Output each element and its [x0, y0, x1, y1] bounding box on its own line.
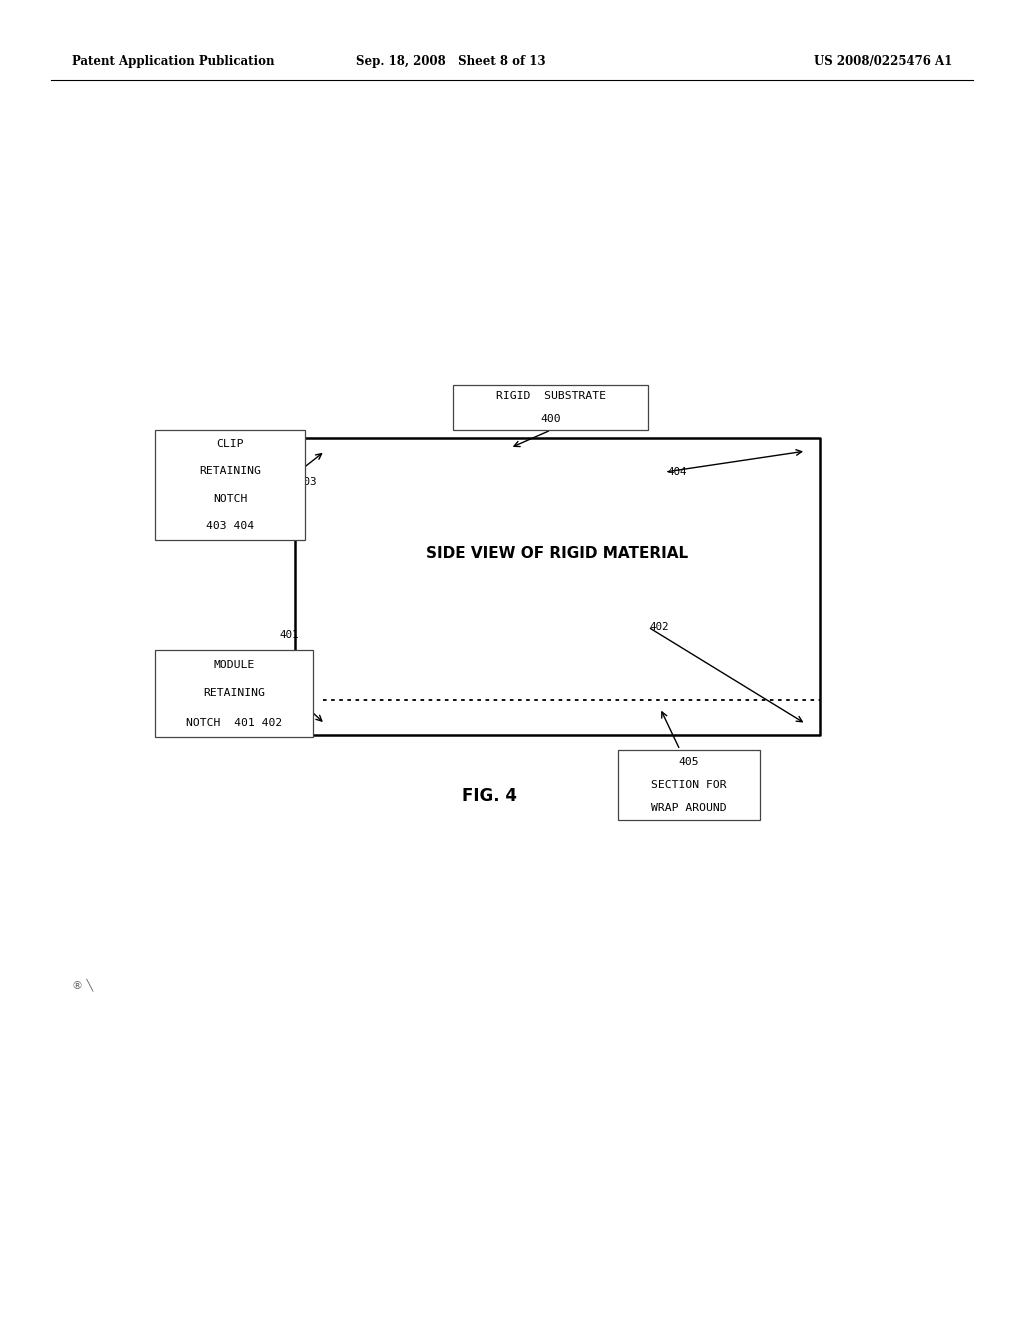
Text: MODULE: MODULE [213, 660, 255, 669]
Text: NOTCH: NOTCH [213, 494, 247, 504]
Text: SIDE VIEW OF RIGID MATERIAL: SIDE VIEW OF RIGID MATERIAL [426, 546, 688, 561]
Text: RIGID  SUBSTRATE: RIGID SUBSTRATE [496, 391, 605, 401]
Text: CLIP: CLIP [216, 438, 244, 449]
Bar [453, 385, 648, 430]
Bar [618, 750, 760, 820]
Text: 405: 405 [679, 756, 699, 767]
Text: 400: 400 [541, 413, 561, 424]
Text: 404: 404 [667, 467, 686, 477]
Text: RETAINING: RETAINING [203, 689, 265, 698]
Text: 401: 401 [280, 630, 299, 640]
Text: SECTION FOR: SECTION FOR [651, 780, 727, 789]
Bar [155, 649, 313, 737]
Text: 403 404: 403 404 [206, 521, 254, 531]
Bar [155, 430, 305, 540]
Text: Patent Application Publication: Patent Application Publication [72, 55, 274, 69]
Text: Sep. 18, 2008   Sheet 8 of 13: Sep. 18, 2008 Sheet 8 of 13 [355, 55, 546, 69]
Text: RETAINING: RETAINING [199, 466, 261, 477]
Text: 402: 402 [650, 622, 670, 632]
Text: WRAP AROUND: WRAP AROUND [651, 804, 727, 813]
Text: ® ╲: ® ╲ [72, 978, 93, 991]
Text: US 2008/0225476 A1: US 2008/0225476 A1 [814, 55, 952, 69]
Text: 403: 403 [298, 477, 317, 487]
Text: FIG. 4: FIG. 4 [463, 787, 517, 805]
Text: NOTCH  401 402: NOTCH 401 402 [186, 718, 283, 727]
